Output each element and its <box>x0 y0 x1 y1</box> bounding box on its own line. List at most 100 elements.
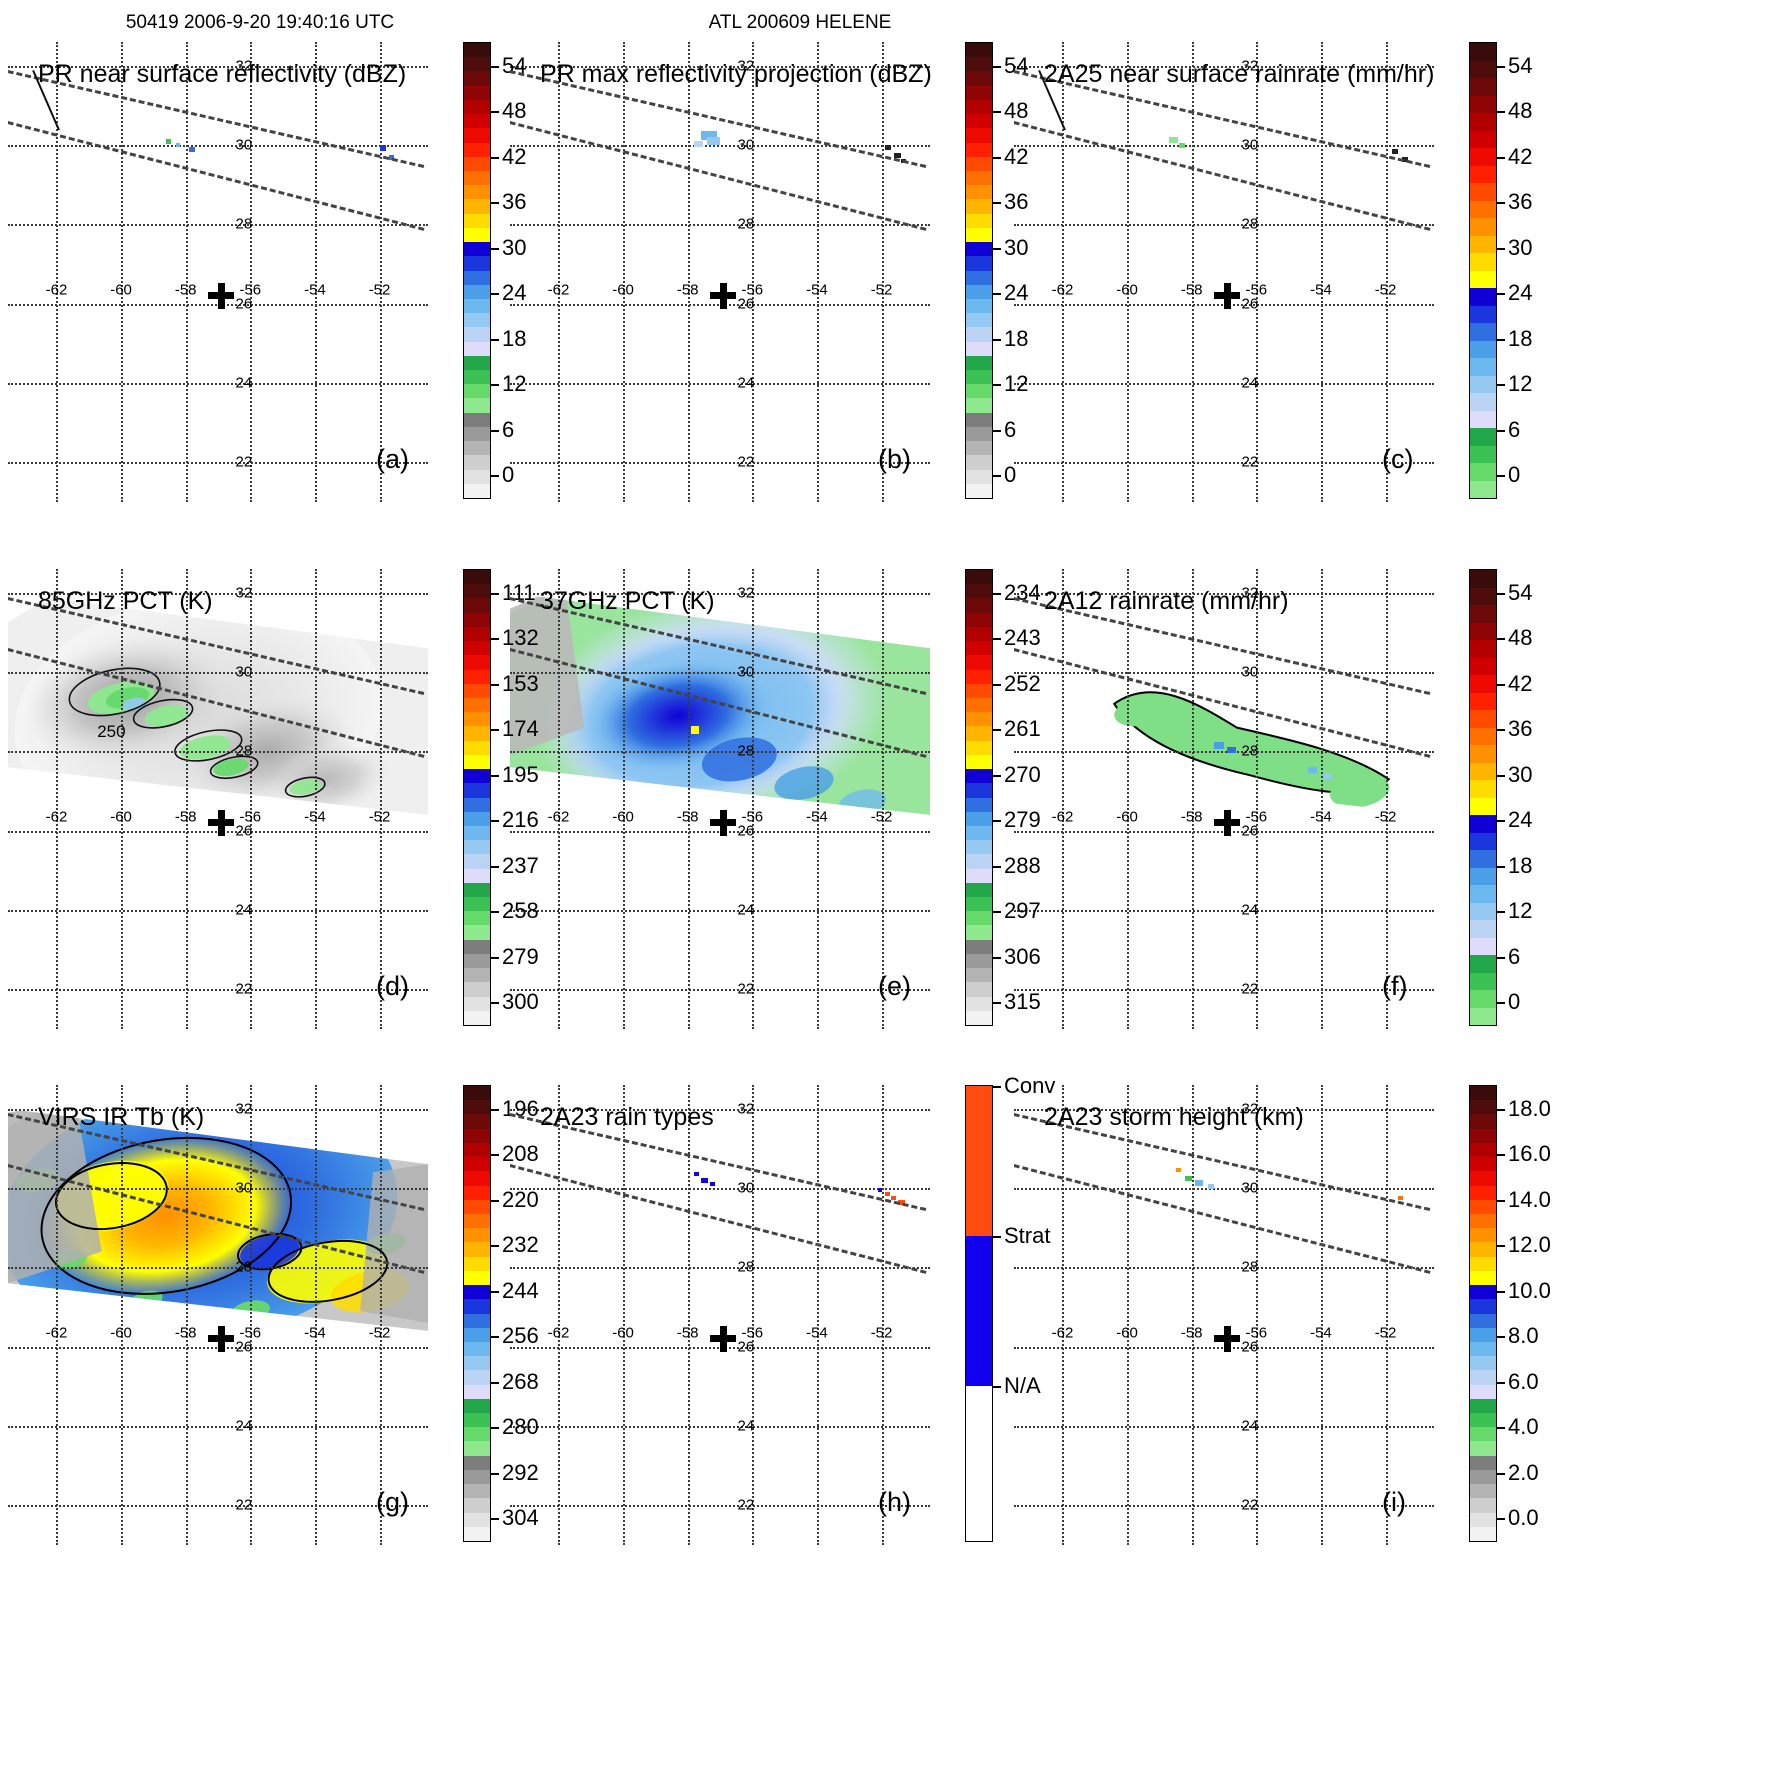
gridline-lon <box>379 1085 382 1545</box>
panel-label-c: (c) <box>1382 444 1414 474</box>
field-g <box>8 1108 428 1331</box>
colorbar-label: 297 <box>1004 898 1041 924</box>
map-f[interactable]: 32 30 28 26 24 22 -62 -60 -58 -56 -54 -52 <box>1014 569 1434 1029</box>
gridline-lat <box>510 1426 930 1429</box>
data-pixel <box>710 1182 716 1187</box>
lat-tick-label: 30 <box>235 1179 253 1197</box>
gridline-lat <box>8 989 428 992</box>
colorbar-label: 0.0 <box>1508 1505 1539 1531</box>
colorbar-segment <box>464 641 490 656</box>
colorbar-tick <box>992 111 1001 114</box>
map-h[interactable]: 32 30 28 26 24 22 -62 -60 -58 -56 -54 -52 <box>510 1085 930 1545</box>
colorbar-segment <box>1470 1313 1496 1328</box>
gridline-lat <box>8 1188 428 1191</box>
colorbar-tick <box>1496 1245 1505 1248</box>
colorbar-segment <box>464 441 490 456</box>
colorbar-label: 30 <box>502 234 527 260</box>
colorbar-label: 48 <box>502 98 527 124</box>
gridline-lat <box>510 65 930 68</box>
map-g[interactable]: 32 30 28 26 24 22 -62 -60 -58 -56 -54 -52 <box>8 1085 428 1545</box>
colorbar-label: 30 <box>1508 761 1533 787</box>
colorbar-segment <box>966 227 992 243</box>
colorbar-b[interactable]: 54 48 42 36 30 24 18 12 6 0 <box>965 42 1028 499</box>
gridline-lon <box>121 569 124 1029</box>
colorbar-segment <box>966 85 992 100</box>
colorbar-c[interactable]: 54 48 42 36 30 24 18 12 6 0 <box>1469 42 1532 499</box>
colorbar-segment <box>1470 165 1496 183</box>
gridline-lat <box>1014 751 1434 754</box>
panel-label-e: (e) <box>878 971 911 1001</box>
colorbar-i[interactable]: 18.0 16.0 14.0 12.0 10.0 8.0 6.0 4.0 2.0 0.0 <box>1469 1085 1551 1542</box>
colorbar-tick <box>992 956 1001 959</box>
colorbar-tick <box>1496 1472 1505 1475</box>
gridline-lat <box>8 462 428 465</box>
colorbar-segment <box>1470 113 1496 131</box>
panel-label-f: (f) <box>1382 971 1408 1001</box>
colorbar-e[interactable]: 234 243 252 261 270 279 288 297 306 315 <box>965 569 1041 1026</box>
lat-tick-label: 28 <box>1241 215 1259 233</box>
colorbar-tick <box>992 338 1001 341</box>
colorbar-segment <box>464 242 490 257</box>
colorbar-tick <box>992 1386 1001 1389</box>
colorbar-tick <box>490 202 499 205</box>
lon-tick-label: -52 <box>870 808 893 826</box>
colorbar-tick <box>490 638 499 641</box>
colorbar-label: 288 <box>1004 852 1041 878</box>
colorbar-label: 42 <box>1508 670 1533 696</box>
gridline-lat <box>8 383 428 386</box>
lat-tick-label: 28 <box>737 742 755 760</box>
lat-tick-label: 22 <box>737 980 755 998</box>
colorbar-segment <box>966 99 992 115</box>
colorbar-label: 36 <box>1004 189 1029 215</box>
colorbar-label: Strat <box>1004 1223 1051 1249</box>
lon-tick-label: -58 <box>676 281 699 299</box>
colorbar-tick <box>1496 247 1505 250</box>
colorbar-a[interactable]: 54 48 42 36 30 24 18 12 6 0 <box>463 42 526 499</box>
colorbar-tick <box>490 1427 499 1430</box>
map-d[interactable]: 32 30 28 26 24 22 -62 -60 -58 -56 -54 -52 250 <box>8 569 428 1029</box>
map-i[interactable]: 32 30 28 26 24 22 -62 -60 -58 -56 -54 -52 <box>1014 1085 1434 1545</box>
colorbar-segment <box>464 911 490 926</box>
lon-tick-label: -58 <box>174 1324 197 1342</box>
colorbar-g[interactable]: 196 208 220 232 244 256 268 280 292 304 <box>463 1085 539 1542</box>
colorbar-segment <box>1470 1100 1496 1115</box>
colorbar-segment <box>464 726 490 741</box>
colorbar-f[interactable]: 54 48 42 36 30 24 18 12 6 0 <box>1469 569 1532 1026</box>
colorbar-segment <box>464 213 490 228</box>
gridline-lon <box>314 42 317 502</box>
colorbar-h[interactable]: Conv Strat N/A <box>965 1073 1055 1542</box>
colorbar-tick <box>490 1336 499 1339</box>
map-a[interactable]: 32 30 28 26 24 22 -62 -60 -58 -56 -54 -52 <box>8 42 428 502</box>
colorbar-segment <box>966 142 992 157</box>
colorbar-segment <box>1470 1427 1496 1442</box>
data-pixel <box>700 131 717 141</box>
lon-tick-label: -54 <box>806 808 828 826</box>
colorbar-segment <box>464 1299 490 1314</box>
colorbar-tick <box>1496 1199 1505 1202</box>
colorbar-d[interactable]: 111 132 153 174 195 216 237 258 279 300 <box>463 569 539 1026</box>
gridline-lon <box>881 1085 884 1545</box>
panel-title-e: 37GHz PCT (K) <box>540 587 715 615</box>
map-e[interactable]: 32 30 28 26 24 22 -62 -60 -58 -56 -54 -52 <box>510 569 930 1029</box>
colorbar-segment <box>464 355 490 371</box>
colorbar-segment <box>1470 1327 1496 1342</box>
gridline-lon <box>1062 42 1065 502</box>
gridline-lon <box>1320 42 1323 502</box>
colorbar-tick <box>490 1381 499 1384</box>
colorbar-segment <box>966 825 992 841</box>
gridline-lat <box>1014 989 1434 992</box>
gridline-lon <box>121 42 124 502</box>
gridline-lon <box>1062 1085 1065 1545</box>
lon-tick-label: -62 <box>45 808 68 826</box>
field-d <box>8 592 428 815</box>
map-c[interactable]: 32 30 28 26 24 22 -62 -60 -58 -56 -54 -52 <box>1014 42 1434 502</box>
colorbar-tick <box>1496 1154 1505 1157</box>
map-b[interactable]: 32 30 28 26 24 22 -62 -60 -58 -56 -54 -52 <box>510 42 930 502</box>
colorbar-segment <box>464 797 490 812</box>
colorbar-segment <box>464 1370 490 1385</box>
colorbar-label: 42 <box>1004 143 1029 169</box>
colorbar-segment <box>966 996 992 1011</box>
lon-tick-label: -58 <box>676 808 699 826</box>
colorbar-tick <box>992 247 1001 250</box>
colorbar-tick <box>1496 638 1505 641</box>
